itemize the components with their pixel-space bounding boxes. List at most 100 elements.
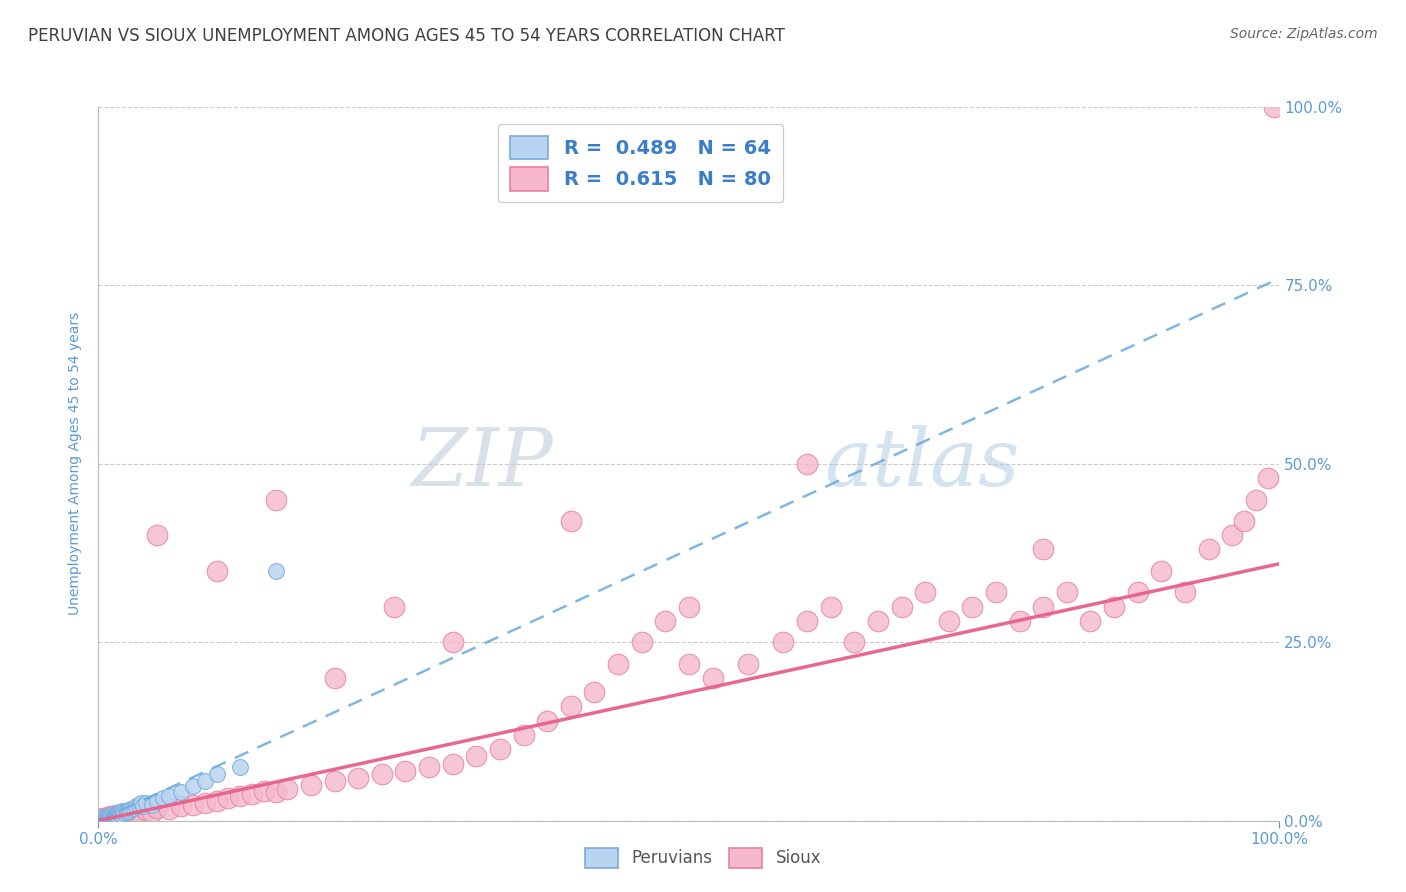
Point bbox=[146, 794, 169, 808]
Point bbox=[1263, 100, 1285, 114]
Point bbox=[91, 812, 114, 826]
Point bbox=[97, 809, 120, 823]
Point bbox=[146, 528, 169, 542]
Point bbox=[108, 805, 131, 819]
Point bbox=[96, 812, 118, 826]
Point bbox=[1220, 528, 1243, 542]
Point bbox=[105, 808, 128, 822]
Point bbox=[105, 808, 128, 822]
Point bbox=[157, 789, 180, 803]
Point bbox=[264, 564, 287, 578]
Point bbox=[97, 810, 120, 824]
Point bbox=[914, 585, 936, 599]
Point bbox=[772, 635, 794, 649]
Point bbox=[844, 635, 866, 649]
Point bbox=[536, 714, 558, 728]
Point bbox=[152, 790, 174, 805]
Point bbox=[382, 599, 405, 614]
Point bbox=[146, 801, 169, 815]
Point bbox=[441, 756, 464, 771]
Point bbox=[323, 671, 346, 685]
Point bbox=[100, 810, 122, 824]
Point bbox=[170, 799, 193, 814]
Point bbox=[489, 742, 512, 756]
Point bbox=[122, 801, 145, 815]
Point bbox=[94, 812, 117, 826]
Point bbox=[141, 805, 163, 819]
Point bbox=[97, 811, 120, 825]
Point bbox=[181, 780, 204, 794]
Point bbox=[100, 808, 122, 822]
Point bbox=[299, 778, 322, 792]
Point bbox=[135, 796, 157, 810]
Point bbox=[654, 614, 676, 628]
Point bbox=[1032, 542, 1054, 557]
Point bbox=[104, 808, 127, 822]
Point bbox=[121, 808, 143, 822]
Point bbox=[98, 809, 121, 823]
Point bbox=[125, 799, 148, 814]
Point bbox=[90, 812, 112, 826]
Point bbox=[181, 797, 204, 812]
Point bbox=[112, 805, 135, 819]
Point bbox=[135, 803, 157, 817]
Point bbox=[91, 813, 114, 827]
Point bbox=[1150, 564, 1173, 578]
Point bbox=[205, 564, 228, 578]
Point bbox=[630, 635, 652, 649]
Point bbox=[98, 811, 121, 825]
Point bbox=[229, 760, 252, 774]
Point bbox=[264, 785, 287, 799]
Point bbox=[737, 657, 759, 671]
Point bbox=[1032, 599, 1054, 614]
Text: PERUVIAN VS SIOUX UNEMPLOYMENT AMONG AGES 45 TO 54 YEARS CORRELATION CHART: PERUVIAN VS SIOUX UNEMPLOYMENT AMONG AGE… bbox=[28, 27, 785, 45]
Point bbox=[938, 614, 960, 628]
Point bbox=[1198, 542, 1220, 557]
Point bbox=[276, 781, 298, 796]
Point bbox=[101, 807, 124, 822]
Point bbox=[110, 806, 132, 821]
Point bbox=[96, 810, 118, 824]
Point bbox=[441, 635, 464, 649]
Point bbox=[371, 767, 394, 781]
Point bbox=[253, 783, 276, 797]
Point bbox=[108, 808, 131, 822]
Point bbox=[93, 811, 115, 825]
Point bbox=[465, 749, 488, 764]
Point bbox=[229, 789, 252, 803]
Point bbox=[820, 599, 842, 614]
Point bbox=[1174, 585, 1197, 599]
Y-axis label: Unemployment Among Ages 45 to 54 years: Unemployment Among Ages 45 to 54 years bbox=[69, 312, 83, 615]
Point bbox=[194, 774, 217, 789]
Point bbox=[796, 457, 818, 471]
Text: Source: ZipAtlas.com: Source: ZipAtlas.com bbox=[1230, 27, 1378, 41]
Point bbox=[101, 811, 124, 825]
Point bbox=[1244, 492, 1267, 507]
Point bbox=[93, 810, 115, 824]
Point bbox=[96, 812, 118, 826]
Point bbox=[97, 812, 120, 826]
Point bbox=[984, 585, 1007, 599]
Point bbox=[117, 803, 139, 817]
Point bbox=[702, 671, 724, 685]
Point bbox=[418, 760, 440, 774]
Point bbox=[194, 796, 217, 810]
Point bbox=[98, 808, 121, 822]
Point bbox=[129, 796, 152, 810]
Point bbox=[217, 790, 239, 805]
Point bbox=[678, 599, 700, 614]
Point bbox=[112, 805, 135, 820]
Point bbox=[264, 492, 287, 507]
Point bbox=[1257, 471, 1279, 485]
Point bbox=[98, 810, 121, 824]
Point bbox=[121, 802, 143, 816]
Point bbox=[93, 812, 115, 826]
Point bbox=[90, 812, 112, 826]
Point bbox=[1056, 585, 1078, 599]
Point bbox=[94, 812, 117, 826]
Point bbox=[1233, 514, 1256, 528]
Point bbox=[323, 774, 346, 789]
Point bbox=[98, 808, 121, 822]
Legend: R =  0.489   N = 64, R =  0.615   N = 80: R = 0.489 N = 64, R = 0.615 N = 80 bbox=[498, 124, 783, 202]
Point bbox=[560, 514, 582, 528]
